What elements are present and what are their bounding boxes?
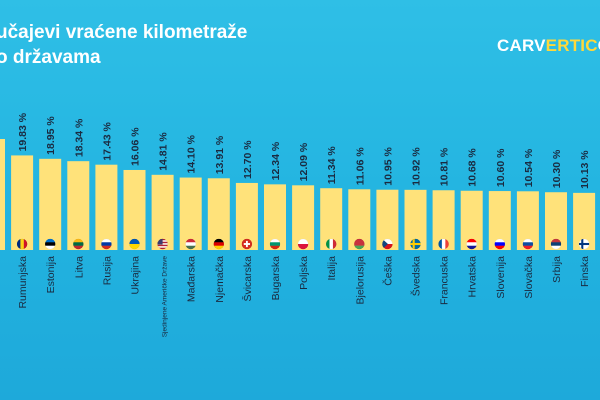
sweden-flag-icon bbox=[410, 238, 421, 250]
belarus-flag-icon bbox=[354, 238, 365, 250]
category-label-22: Finska bbox=[579, 256, 591, 287]
category-label-7: Sjedinjene Američke Države bbox=[162, 256, 169, 338]
value-label-14: 11.06 % bbox=[354, 147, 366, 186]
category-label-14: Bjelorusija bbox=[354, 256, 366, 305]
value-label-18: 10.68 % bbox=[467, 148, 479, 187]
serbia-flag-icon bbox=[550, 238, 562, 250]
ukraine-flag-icon bbox=[129, 238, 140, 250]
logo-text-start: CARV bbox=[497, 36, 546, 55]
germany-flag-icon bbox=[213, 238, 225, 250]
category-label-1: Latvija bbox=[0, 256, 1, 287]
value-label-16: 10.92 % bbox=[411, 147, 423, 186]
estonia-flag-icon bbox=[45, 238, 56, 250]
category-label-15: Češka bbox=[381, 256, 394, 286]
bulgaria-flag-icon bbox=[269, 238, 281, 250]
logo-text-end: O bbox=[598, 36, 600, 55]
logo-text-accent: ERTIC bbox=[545, 36, 598, 55]
czechia-flag-icon bbox=[382, 238, 393, 250]
category-label-16: Švedska bbox=[410, 256, 423, 296]
category-label-6: Ukrajina bbox=[130, 256, 142, 295]
bar-17 bbox=[432, 190, 455, 250]
value-label-17: 10.81 % bbox=[439, 147, 451, 186]
slovakia-flag-icon bbox=[522, 238, 534, 250]
bar-11 bbox=[264, 184, 286, 250]
bar-22 bbox=[573, 192, 596, 250]
value-label-10: 12.70 % bbox=[242, 140, 254, 179]
category-label-11: Bugarska bbox=[270, 256, 282, 301]
bar-10 bbox=[235, 182, 258, 250]
category-label-9: Njemačka bbox=[214, 256, 226, 303]
category-label-13: Italija bbox=[326, 256, 338, 281]
bar-1 bbox=[0, 139, 5, 250]
category-label-10: Švicarska bbox=[241, 256, 254, 302]
value-label-1: 24.08 % bbox=[0, 96, 1, 135]
carvertical-logo: CARVERTICO bbox=[497, 36, 600, 56]
bar-15 bbox=[376, 189, 399, 250]
category-label-4: Litva bbox=[73, 256, 85, 278]
value-label-13: 11.34 % bbox=[326, 146, 338, 185]
category-label-5: Rusija bbox=[101, 256, 113, 285]
finland-flag-icon bbox=[578, 238, 590, 250]
slovenia-flag-icon bbox=[494, 238, 505, 250]
bar-16 bbox=[404, 189, 427, 250]
bar-21 bbox=[545, 192, 567, 250]
value-label-6: 16.06 % bbox=[130, 127, 142, 166]
bar-3 bbox=[39, 158, 62, 250]
value-label-2: 19.83 % bbox=[17, 112, 29, 151]
usa-flag-icon bbox=[157, 238, 168, 250]
value-label-15: 10.95 % bbox=[382, 147, 394, 186]
value-label-5: 17.43 % bbox=[101, 121, 113, 160]
bar-19 bbox=[488, 191, 511, 250]
bar-2 bbox=[11, 155, 34, 250]
value-label-11: 12.34 % bbox=[270, 141, 282, 180]
value-label-20: 10.54 % bbox=[523, 148, 535, 187]
category-label-12: Poljska bbox=[298, 256, 310, 290]
bar-14 bbox=[348, 189, 371, 250]
category-label-2: Rumunjska bbox=[17, 256, 29, 309]
bar-7 bbox=[151, 174, 174, 250]
value-label-9: 13.91 % bbox=[214, 135, 226, 174]
value-label-7: 14.81 % bbox=[158, 132, 170, 171]
value-label-19: 10.60 % bbox=[495, 148, 507, 187]
category-label-20: Slovačka bbox=[523, 256, 535, 299]
romania-flag-icon bbox=[16, 238, 28, 250]
bar-12 bbox=[292, 185, 315, 250]
lithuania-flag-icon bbox=[73, 238, 84, 250]
switzerland-flag-icon bbox=[241, 238, 253, 250]
france-flag-icon bbox=[438, 238, 449, 250]
bar-5 bbox=[95, 164, 118, 250]
italy-flag-icon bbox=[326, 238, 337, 250]
bar-18 bbox=[460, 190, 483, 250]
bar-20 bbox=[516, 191, 539, 250]
croatia-flag-icon bbox=[466, 238, 477, 250]
value-label-12: 12.09 % bbox=[298, 142, 310, 181]
value-label-21: 10.30 % bbox=[551, 149, 563, 188]
category-label-19: Slovenija bbox=[495, 256, 507, 299]
value-label-4: 18.34 % bbox=[73, 118, 85, 157]
bar-4 bbox=[67, 161, 90, 250]
title-line-2: o državama bbox=[0, 47, 101, 68]
value-label-22: 10.13 % bbox=[579, 150, 591, 189]
poland-flag-icon bbox=[297, 238, 309, 250]
category-label-17: Francuska bbox=[439, 256, 451, 305]
bar-8 bbox=[179, 177, 202, 250]
category-label-21: Srbija bbox=[551, 256, 563, 283]
bar-9 bbox=[207, 178, 230, 250]
russia-flag-icon bbox=[101, 238, 112, 250]
category-label-8: Mađarska bbox=[186, 256, 198, 302]
bar-13 bbox=[320, 188, 343, 250]
bar-6 bbox=[123, 169, 146, 250]
page-title: učajevi vraćene kilometraže o državama bbox=[0, 20, 416, 70]
hungary-flag-icon bbox=[185, 238, 196, 250]
category-label-3: Estonija bbox=[45, 256, 57, 294]
value-label-8: 14.10 % bbox=[186, 134, 198, 173]
category-label-18: Hrvatska bbox=[467, 256, 479, 298]
title-line-1: učajevi vraćene kilometraže bbox=[0, 22, 248, 43]
value-label-3: 18.95 % bbox=[45, 116, 57, 155]
